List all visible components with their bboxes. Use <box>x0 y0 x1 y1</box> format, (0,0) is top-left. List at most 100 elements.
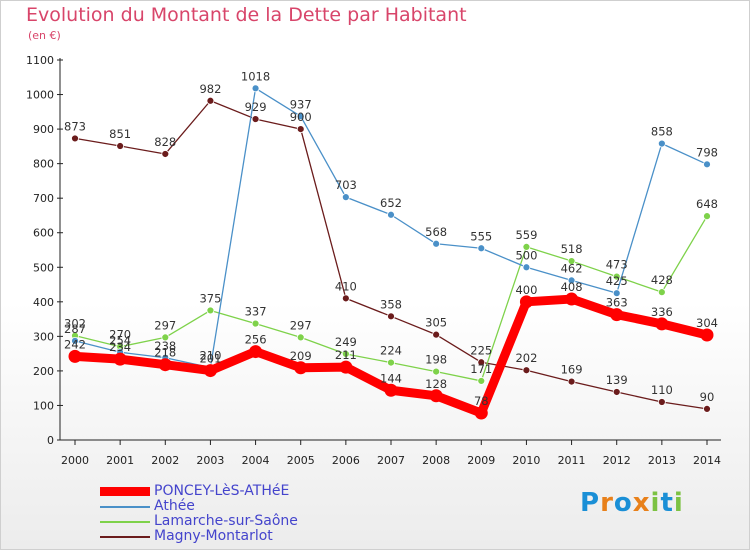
data-point <box>341 193 350 202</box>
data-point <box>339 360 353 374</box>
data-point <box>477 358 486 367</box>
data-point <box>657 139 666 148</box>
x-tick-label: 2002 <box>151 454 179 467</box>
data-point <box>567 257 576 265</box>
legend-label: PONCEY-LèS-ATHéE <box>154 483 290 499</box>
data-label: 270 <box>109 328 131 342</box>
data-label: 900 <box>290 110 312 124</box>
data-point <box>567 276 576 285</box>
data-label: 211 <box>335 348 357 362</box>
y-tick-label: 900 <box>33 123 54 136</box>
x-tick-label: 2011 <box>558 454 586 467</box>
data-label: 249 <box>335 335 357 349</box>
data-label: 209 <box>290 349 312 363</box>
proxiti-logo: Proxiti <box>580 488 684 518</box>
x-tick-label: 2009 <box>467 454 495 467</box>
legend-label: Athée <box>154 498 195 514</box>
data-label: 428 <box>651 273 673 287</box>
logo-letter: r <box>600 488 614 518</box>
x-tick-label: 2014 <box>693 454 721 467</box>
legend-swatch <box>100 505 150 508</box>
data-label: 305 <box>425 316 447 330</box>
data-label: 828 <box>154 135 176 149</box>
data-label: 198 <box>425 353 447 367</box>
data-point <box>341 294 350 303</box>
y-tick-label: 700 <box>33 192 54 205</box>
data-point <box>612 272 621 281</box>
data-point <box>158 358 172 372</box>
data-point <box>655 317 669 331</box>
data-label: 873 <box>64 119 86 133</box>
data-label: 110 <box>651 383 673 397</box>
data-point <box>522 366 531 375</box>
data-label: 234 <box>109 340 131 354</box>
y-tick-label: 300 <box>33 330 54 343</box>
data-label: 555 <box>470 229 492 243</box>
y-tick-label: 1000 <box>26 89 54 102</box>
data-point <box>113 352 127 366</box>
y-tick-label: 100 <box>33 399 54 412</box>
y-tick-label: 400 <box>33 296 54 309</box>
data-label: 559 <box>515 228 537 242</box>
data-label: 171 <box>470 362 492 376</box>
data-label: 238 <box>154 339 176 353</box>
data-point <box>206 96 215 105</box>
data-point <box>703 160 711 169</box>
y-tick-label: 1100 <box>26 54 54 67</box>
data-point <box>567 377 576 386</box>
data-label: 78 <box>474 394 489 408</box>
data-point <box>71 336 79 345</box>
data-point <box>612 289 621 298</box>
data-label: 462 <box>561 261 583 275</box>
x-tick-label: 2010 <box>512 454 540 467</box>
data-point <box>296 125 305 133</box>
data-point <box>432 239 441 248</box>
x-tick-label: 2005 <box>287 454 315 467</box>
logo-letter: P <box>580 488 601 518</box>
data-label: 256 <box>245 333 267 347</box>
data-point <box>610 308 624 322</box>
legend-item: Magny-Montarlot <box>100 529 298 544</box>
x-tick-label: 2003 <box>196 454 224 467</box>
data-label: 218 <box>154 346 176 360</box>
data-label: 652 <box>380 196 402 210</box>
data-point <box>522 242 531 251</box>
data-point <box>249 345 263 359</box>
data-point <box>565 292 579 306</box>
data-label: 254 <box>109 333 131 347</box>
x-tick-label: 2000 <box>61 454 89 467</box>
legend-swatch <box>100 535 150 538</box>
data-point <box>657 288 666 297</box>
x-tick-label: 2007 <box>377 454 405 467</box>
data-label: 518 <box>561 242 583 256</box>
logo-letter: i <box>673 488 684 518</box>
legend-swatch <box>100 520 150 523</box>
data-label: 363 <box>606 296 628 310</box>
data-label: 304 <box>696 316 718 330</box>
data-label: 225 <box>470 343 492 357</box>
data-point <box>477 377 486 385</box>
legend-label: Lamarche-sur-Saône <box>154 513 298 529</box>
y-tick-label: 500 <box>33 261 54 274</box>
data-label: 410 <box>335 279 357 293</box>
x-tick-label: 2013 <box>648 454 676 467</box>
legend-label: Magny-Montarlot <box>154 528 273 544</box>
data-label: 929 <box>245 100 267 114</box>
data-point <box>71 134 79 143</box>
data-point <box>161 150 170 158</box>
data-label: 375 <box>199 291 221 305</box>
data-label: 425 <box>606 274 628 288</box>
data-label: 128 <box>425 377 447 391</box>
data-point <box>294 361 308 375</box>
data-label: 408 <box>561 280 583 294</box>
logo-letter: x <box>632 488 651 518</box>
data-label: 224 <box>380 344 402 358</box>
chart-title: Evolution du Montant de la Dette par Hab… <box>26 4 467 26</box>
y-tick-label: 600 <box>33 227 54 240</box>
x-tick-label: 2004 <box>242 454 270 467</box>
data-point <box>519 295 533 309</box>
data-point <box>387 358 395 367</box>
chart-subtitle: (en €) <box>28 29 61 42</box>
